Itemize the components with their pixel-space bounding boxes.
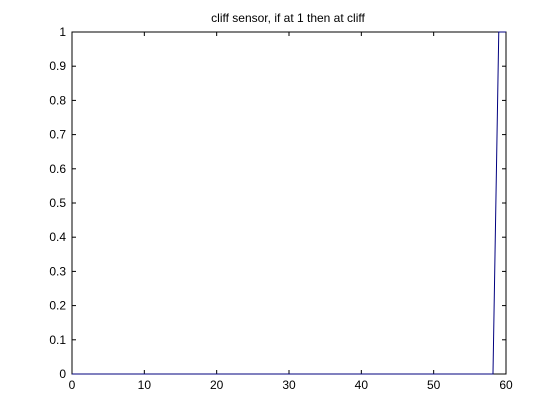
x-tick-label: 20 <box>210 378 224 392</box>
y-tick-label: 0.6 <box>49 162 66 176</box>
y-tick-label: 0.5 <box>49 196 66 210</box>
x-tick-label: 40 <box>355 378 369 392</box>
y-tick-label: 0 <box>59 367 66 381</box>
chart-title: cliff sensor, if at 1 then at cliff <box>211 11 365 25</box>
y-tick-label: 0.4 <box>49 230 66 244</box>
x-tick-label: 30 <box>282 378 296 392</box>
y-tick-label: 0.7 <box>49 128 66 142</box>
y-tick-label: 0.3 <box>49 264 66 278</box>
y-tick-label: 0.2 <box>49 299 66 313</box>
y-tick-label: 0.1 <box>49 333 66 347</box>
y-tick-label: 0.9 <box>49 59 66 73</box>
y-tick-label: 0.8 <box>49 93 66 107</box>
x-tick-label: 50 <box>427 378 441 392</box>
x-tick-label: 60 <box>499 378 513 392</box>
plot-area <box>71 31 507 375</box>
series-layer <box>72 31 506 375</box>
y-tick-label: 1 <box>59 25 66 39</box>
x-tick-label: 10 <box>138 378 152 392</box>
series-line <box>72 31 506 375</box>
x-tick-label: 0 <box>69 378 76 392</box>
x-axis-ticks: 0 10 20 30 40 50 60 <box>69 32 513 392</box>
axes-frame <box>71 31 507 375</box>
y-axis-ticks: 0 0.1 0.2 0.3 0.4 0.5 0.6 0.7 0.8 0.9 1 <box>49 25 506 381</box>
